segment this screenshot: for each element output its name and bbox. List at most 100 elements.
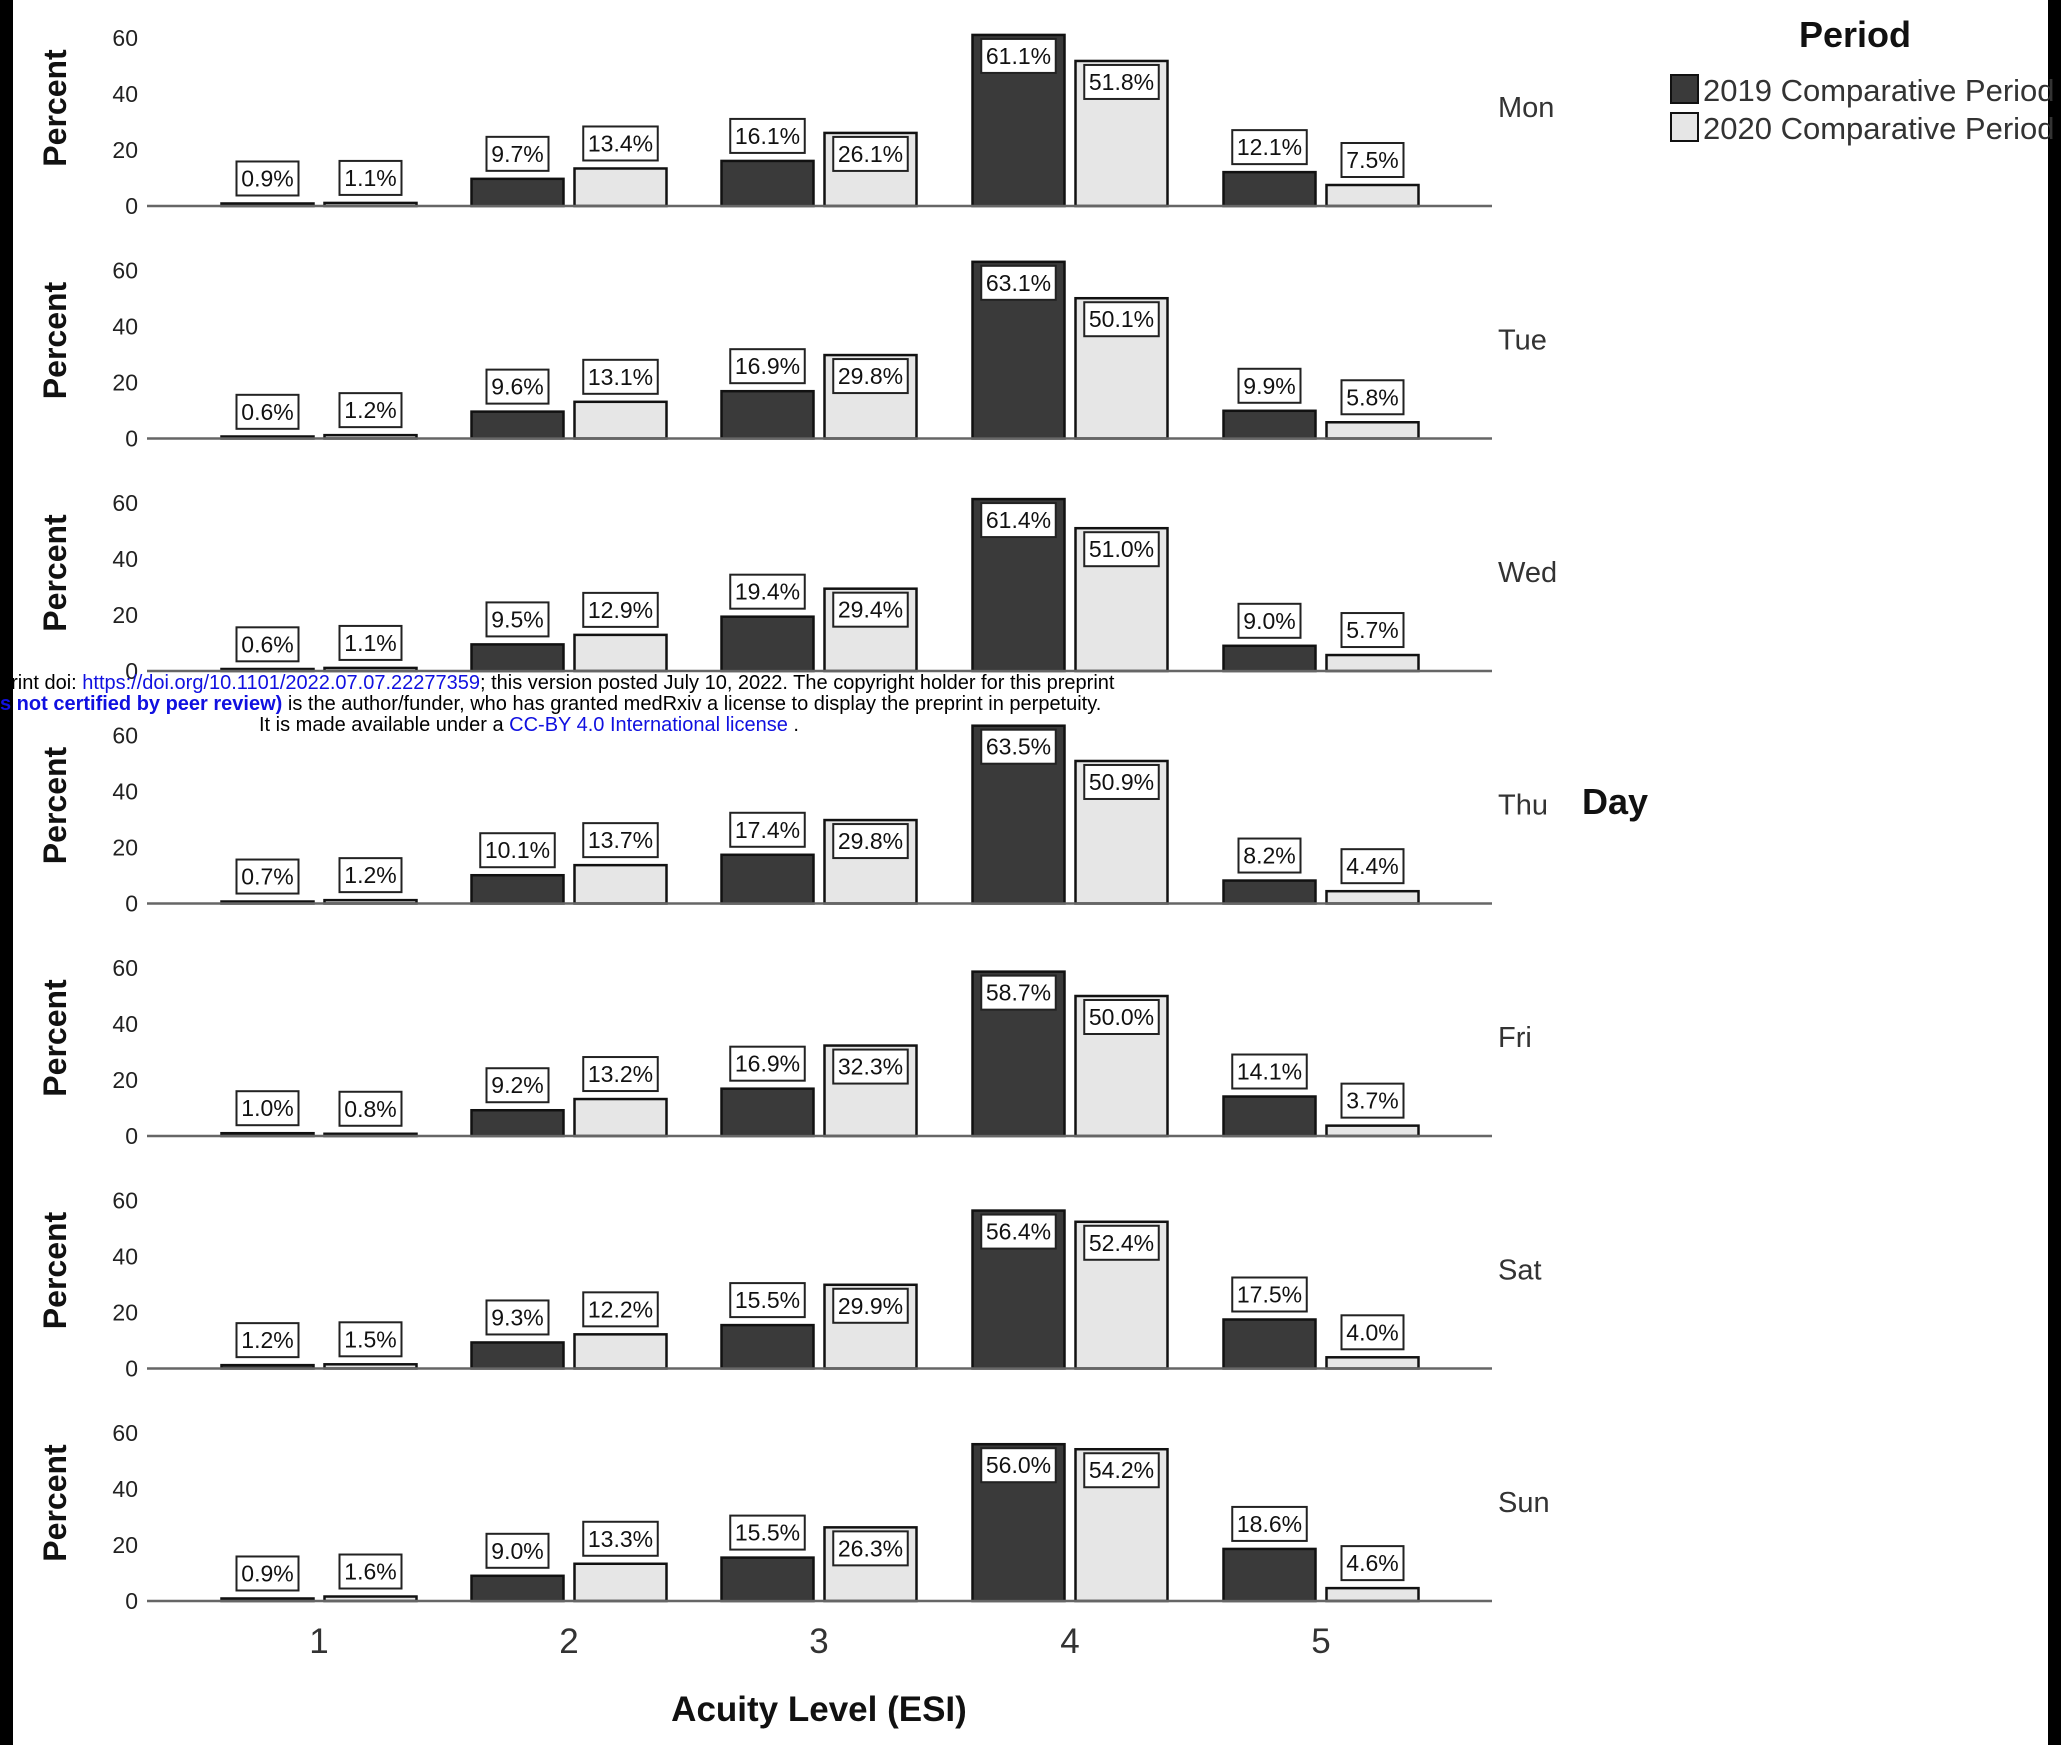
data-label-box-sun-series1-esi1 [235,1555,300,1592]
y-axis-title-fri: Percent [37,979,73,1097]
data-label-sun-series2-esi3: 26.3% [838,1535,903,1561]
data-label-mon-series1-esi3: 16.1% [735,123,800,149]
data-label-box-mon-series1-esi5 [1231,129,1308,166]
data-label-sun-series2-esi4: 54.2% [1089,1457,1154,1483]
bar-wed-series1-esi5 [1222,644,1317,673]
data-label-box-fri-series1-esi5 [1231,1053,1308,1090]
doi-link[interactable]: https://doi.org/10.1101/2022.07.07.22277… [82,672,481,694]
data-label-sat-series2-esi3: 29.9% [838,1293,903,1319]
data-label-box-wed-series1-esi4 [980,502,1057,539]
bar-thu-series1-esi5 [1222,879,1317,905]
bar-mon-series2-esi2 [573,167,668,208]
data-label-wed-series2-esi4: 51.0% [1089,536,1154,562]
data-label-thu-series1-esi4: 63.5% [986,734,1051,760]
data-label-thu-series1-esi1: 0.7% [241,864,293,890]
bar-wed-series2-esi5 [1325,653,1420,673]
data-label-box-sun-series1-esi2 [485,1532,550,1569]
bar-sat-series1-esi3 [720,1323,815,1370]
data-label-wed-series2-esi2: 12.9% [588,597,653,623]
y-tick-label-sun-0: 0 [125,1588,138,1614]
data-label-box-mon-series2-esi1 [338,159,403,196]
data-label-fri-series1-esi1: 1.0% [241,1095,293,1121]
legend-title: Period [1799,14,1911,55]
y-tick-label-mon-40: 40 [112,81,138,107]
data-label-sun-series2-esi1: 1.6% [344,1559,396,1585]
data-label-sun-series1-esi4: 56.0% [986,1452,1051,1478]
bar-tue-series2-esi2 [573,400,668,440]
bar-tue-series2-esi5 [1325,421,1420,440]
data-label-box-sat-series1-esi5 [1231,1276,1308,1313]
bar-fri-series1-esi5 [1222,1095,1317,1138]
y-axis-title-sat: Percent [37,1211,73,1329]
y-tick-label-fri-20: 20 [112,1067,138,1093]
data-label-box-thu-series1-esi2 [479,832,556,869]
y-tick-label-fri-40: 40 [112,1011,138,1037]
bar-fri-series1-esi3 [720,1087,815,1138]
data-label-tue-series2-esi4: 50.1% [1089,306,1154,332]
data-label-wed-series1-esi3: 19.4% [735,579,800,605]
y-tick-label-tue-0: 0 [125,426,138,452]
y-tick-label-tue-60: 60 [112,258,138,284]
data-label-box-fri-series2-esi2 [582,1056,659,1093]
data-label-box-fri-series1-esi4 [980,974,1057,1011]
data-label-box-tue-series2-esi4 [1083,301,1160,338]
data-label-box-wed-series2-esi4 [1083,531,1160,568]
bar-wed-series1-esi2 [470,643,565,673]
data-label-sat-series2-esi4: 52.4% [1089,1230,1154,1256]
y-tick-label-sun-40: 40 [112,1476,138,1502]
data-label-box-wed-series2-esi1 [338,624,403,661]
bar-sat-series2-esi2 [573,1333,668,1370]
legend-swatch-series2 [1670,112,1699,142]
data-label-box-tue-series1-esi1 [235,393,300,430]
data-label-fri-series1-esi4: 58.7% [986,980,1051,1006]
y-tick-label-mon-0: 0 [125,193,138,219]
y-tick-label-mon-60: 60 [112,25,138,51]
data-label-box-wed-series1-esi1 [235,626,300,663]
y-tick-label-wed-0: 0 [125,658,138,684]
data-label-box-thu-series2-esi4 [1083,763,1160,800]
data-label-box-sun-series2-esi1 [338,1553,403,1590]
data-label-thu-series2-esi1: 1.2% [344,862,396,888]
bar-thu-series2-esi2 [573,863,668,905]
data-label-fri-series2-esi3: 32.3% [838,1054,903,1080]
bar-fri-series2-esi5 [1325,1124,1420,1138]
data-label-fri-series1-esi2: 9.2% [491,1072,543,1098]
x-tick-label-esi3: 3 [809,1622,828,1661]
y-tick-label-thu-60: 60 [112,723,138,749]
data-label-sun-series2-esi5: 4.6% [1346,1550,1398,1576]
data-label-tue-series2-esi3: 29.8% [838,363,903,389]
notice-line-1: print doi: https://doi.org/10.1101/2022.… [0,673,1114,694]
data-label-box-wed-series1-esi5 [1237,602,1302,639]
data-label-sat-series2-esi5: 4.0% [1346,1319,1398,1345]
data-label-box-sun-series1-esi5 [1231,1505,1308,1542]
data-label-box-fri-series1-esi2 [485,1067,550,1104]
license-link[interactable]: CC-BY 4.0 International license [509,714,788,736]
day-label-sat: Sat [1498,1254,1542,1286]
legend-label-series2: 2020 Comparative Period [1703,111,2055,146]
legend-label-series1: 2019 Comparative Period [1703,73,2055,108]
y-tick-label-tue-20: 20 [112,370,138,396]
data-label-box-sat-series1-esi3 [729,1282,806,1319]
bar-sat-series1-esi2 [470,1341,565,1370]
data-label-box-sat-series2-esi2 [582,1291,659,1328]
data-label-box-thu-series1-esi5 [1237,837,1302,874]
data-label-sat-series1-esi5: 17.5% [1237,1282,1302,1308]
data-label-fri-series2-esi2: 13.2% [588,1061,653,1087]
bar-sun-series2-esi2 [573,1562,668,1603]
data-label-mon-series1-esi2: 9.7% [491,141,543,167]
data-label-sat-series1-esi4: 56.4% [986,1219,1051,1245]
data-label-tue-series1-esi1: 0.6% [241,399,293,425]
bar-sat-series1-esi5 [1222,1318,1317,1370]
data-label-box-sun-series2-esi2 [582,1520,659,1557]
data-label-tue-series1-esi2: 9.6% [491,374,543,400]
notice-line3-suffix: . [787,714,799,736]
notice-line-2: s not certified by peer review) is the a… [0,694,1101,715]
bar-mon-series2-esi5 [1325,183,1420,208]
bar-thu-series2-esi5 [1325,889,1420,905]
data-label-wed-series2-esi5: 5.7% [1346,617,1398,643]
x-axis-title: Acuity Level (ESI) [671,1690,967,1729]
day-label-thu: Thu [1498,789,1548,821]
y-tick-label-fri-60: 60 [112,955,138,981]
bar-fri-series1-esi2 [470,1108,565,1138]
data-label-thu-series1-esi2: 10.1% [485,837,550,863]
